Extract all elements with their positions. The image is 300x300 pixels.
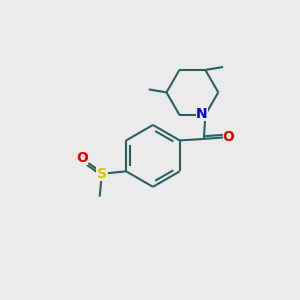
Text: S: S (97, 167, 107, 181)
Text: O: O (76, 151, 88, 165)
Text: O: O (222, 130, 234, 145)
Text: N: N (196, 107, 208, 121)
